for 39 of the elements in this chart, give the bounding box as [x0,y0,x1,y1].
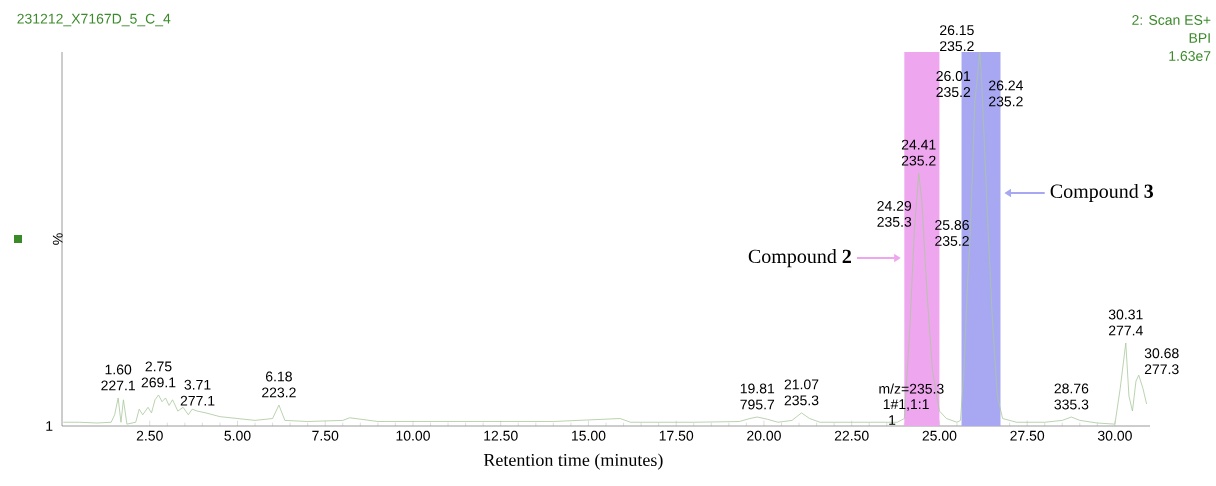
annotation: 1#1,1:1 [883,399,929,411]
annotation: 30.68 277.3 [1144,348,1179,375]
x-tick-label: 17.50 [659,430,694,441]
x-tick-label: 25.00 [922,430,957,441]
annotation: 1.60 227.1 [101,364,135,391]
annotation: 24.41 235.2 [901,139,936,166]
annotation: 3.71 277.1 [180,379,215,406]
annotation: 21.07 235.3 [784,379,819,406]
x-axis-title: Retention time (minutes) [483,453,663,470]
chart-title: 231212_X7167D_5_C_4 [17,13,171,27]
x-tick-label: 12.50 [484,430,518,441]
x-tick-label: 27.50 [1010,430,1045,441]
y-axis-title: % [52,233,63,245]
x-tick-label: 30.00 [1097,430,1132,441]
band-label: Compound 2 [748,249,851,268]
annotation: m/z=235.3 [879,383,944,394]
x-tick-label: 7.50 [312,430,339,441]
annotation: 19.81 795.7 [740,383,775,410]
annotation: 30.31 277.4 [1108,309,1143,336]
x-tick-label: 10.00 [396,430,430,441]
text: 1 [46,421,53,431]
text: BPI [1189,33,1210,43]
annotation: 25.86 235.2 [935,220,969,246]
x-tick-label: 2.50 [136,430,163,441]
annotation: 1 [889,415,896,425]
annotation: 24.29 235.3 [877,200,912,227]
x-tick-label: 20.00 [747,430,781,441]
annotation: 26.15 235.2 [940,25,974,52]
x-tick-label: 15.00 [572,430,606,441]
annotation: 26.24 235.2 [989,80,1023,107]
annotation: 26.01 235.2 [936,71,971,98]
annotation: 6.18 223.2 [262,371,296,398]
x-tick-label: 5.00 [224,430,251,441]
annotation: 2.75 269.1 [141,361,176,388]
x-tick-label: 22.50 [834,430,869,441]
text: 2: Scan ES+ [1132,15,1211,25]
annotation: 28.76 335.3 [1054,383,1089,410]
text: 1.63e7 [1169,51,1211,61]
band-label: Compound 3 [1050,183,1154,203]
